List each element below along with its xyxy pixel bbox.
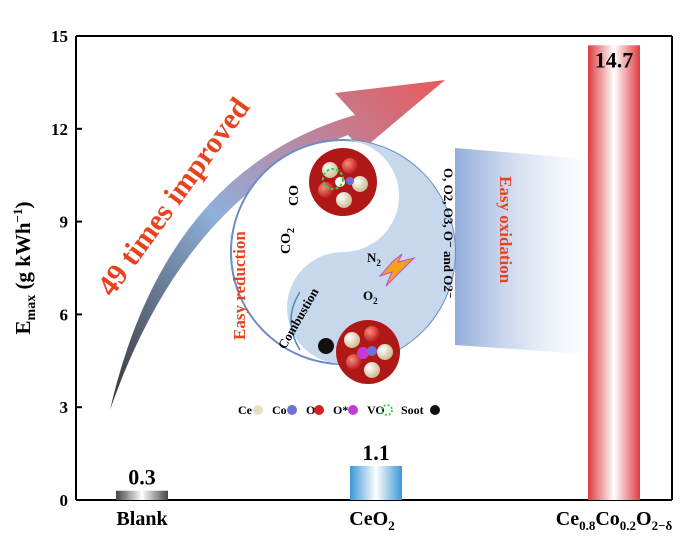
y-tick-label: 12 [51,120,68,139]
legend-marker [253,405,263,415]
y-tick-label: 15 [51,27,68,46]
value-labels: 0.3 1.1 14.7 [128,47,633,489]
mechanism-diagram [230,139,456,384]
x-tick-label-ce08co02: Ce0.8Co0.2O2−δ [556,508,673,533]
legend-label: O* [333,403,348,417]
legend-label: Soot [401,403,424,417]
y-tick-label: 3 [60,398,69,417]
bar-blank [116,490,168,500]
particle-top [309,148,377,216]
legend-marker [314,405,324,415]
data-label-ce08co02: 14.7 [595,47,634,72]
axes [75,35,673,501]
y-tick-label: 6 [60,305,69,324]
bar-ce08co02 [588,45,640,500]
n2-label: N2 [367,250,381,268]
co2-label: CO2 [279,228,297,254]
legend-marker [381,404,393,416]
co-label: CO [287,185,302,206]
legend-marker [287,405,297,415]
oxygen-species-label: O, O2, O3, O⁻ and O2⁻ [441,168,456,299]
legend-marker [430,405,440,415]
y-axis-ticks: 0 3 6 9 12 15 [51,27,82,510]
legend-label: O [306,403,315,417]
cycle-arrow [290,291,301,351]
legend-marker [348,405,358,415]
easy-reduction-label: Easy reduction [230,231,249,340]
o2-label: O2 [363,288,378,306]
lightning-icon [378,253,416,287]
data-label-blank: 0.3 [128,465,156,490]
soot-particle [318,338,334,354]
data-label-ceo2: 1.1 [362,440,390,465]
legend: Ce Co O O* VO Soot [238,403,440,417]
y-tick-label: 9 [60,213,69,232]
x-tick-label-blank: Blank [116,508,168,530]
y-axis-label: Emax (g kWh−1) [10,202,39,335]
x-tick-label-ceo2: CeO2 [349,508,394,533]
bars [116,45,640,500]
y-tick-label: 0 [60,491,69,510]
legend-label: Ce [238,403,253,417]
legend-label: VO [367,403,385,417]
legend-label: Co [272,403,287,417]
particle-bottom [336,320,400,384]
easy-oxidation-label: Easy oxidation [496,176,515,284]
magnify-cone [455,148,600,355]
bar-ceo2 [350,465,402,500]
